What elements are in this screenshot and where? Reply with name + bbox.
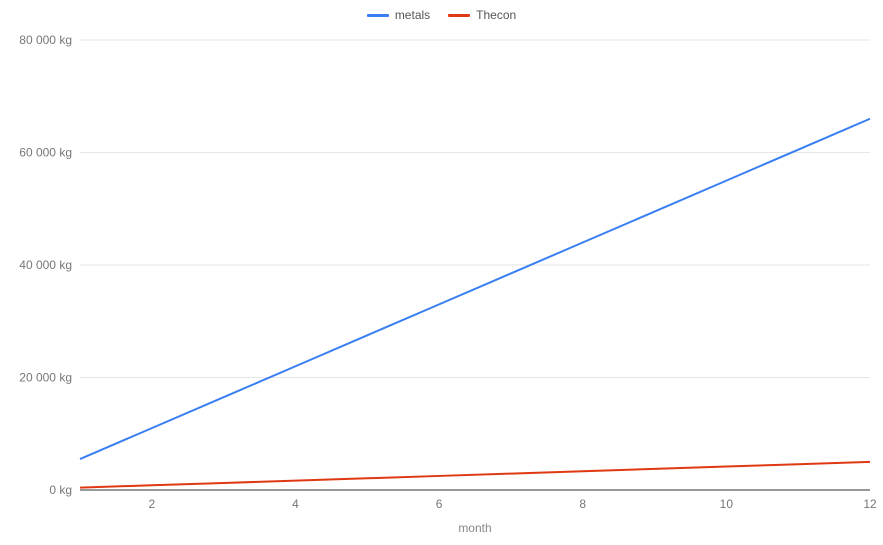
x-tick-label: 12 (863, 497, 877, 511)
y-tick-label: 40 000 kg (19, 258, 72, 272)
line-chart: metals Thecon 0 kg20 000 kg40 000 kg60 0… (0, 0, 883, 545)
y-tick-label: 80 000 kg (19, 33, 72, 47)
x-tick-label: 6 (436, 497, 443, 511)
y-tick-label: 0 kg (49, 483, 72, 497)
x-axis-label: month (458, 521, 491, 535)
chart-svg: 0 kg 20 000 kg 40 000 kg 60 000 kg 80 000 kg… (0, 0, 883, 545)
series-Thecon (80, 462, 870, 488)
y-tick-label: 60 000 kg (19, 146, 72, 160)
x-tick-label: 10 (720, 497, 734, 511)
y-tick-label: 20 000 kg (19, 371, 72, 385)
x-tick-label: 2 (148, 497, 155, 511)
x-tick-label: 8 (579, 497, 586, 511)
series-metals (80, 119, 870, 459)
x-tick-label: 4 (292, 497, 299, 511)
